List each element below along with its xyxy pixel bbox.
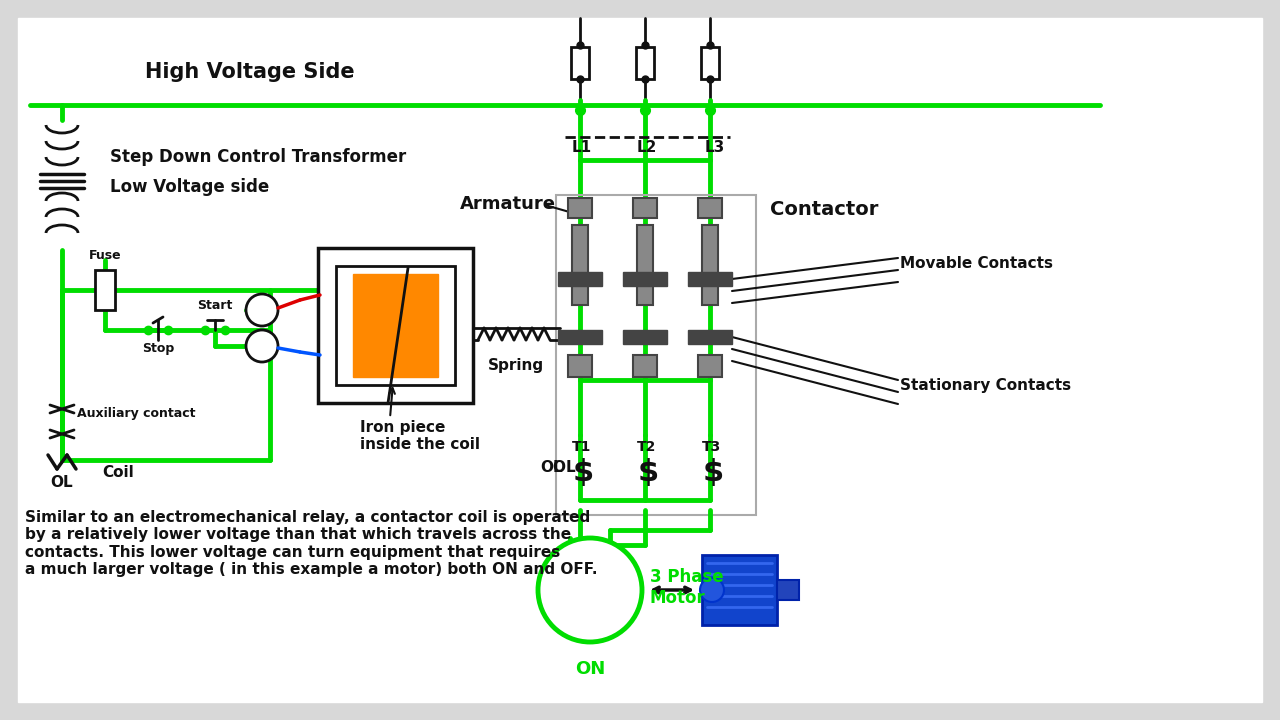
Circle shape bbox=[700, 578, 724, 602]
Bar bbox=[636, 47, 654, 79]
Text: High Voltage Side: High Voltage Side bbox=[145, 62, 355, 82]
Bar bbox=[571, 47, 589, 79]
Bar bbox=[698, 198, 722, 218]
Text: Spring: Spring bbox=[488, 358, 544, 373]
Text: Low Voltage side: Low Voltage side bbox=[110, 178, 269, 196]
Text: Coil: Coil bbox=[102, 465, 133, 480]
Bar bbox=[623, 272, 667, 286]
Text: 3 Phase
Motor: 3 Phase Motor bbox=[650, 568, 723, 607]
Bar bbox=[701, 225, 718, 305]
Circle shape bbox=[538, 538, 643, 642]
Text: Auxiliary contact: Auxiliary contact bbox=[77, 407, 196, 420]
Bar bbox=[558, 272, 602, 286]
Text: T3: T3 bbox=[701, 440, 721, 454]
Text: OL: OL bbox=[540, 460, 563, 475]
Bar bbox=[353, 274, 438, 377]
Bar bbox=[568, 355, 591, 377]
Text: Stop: Stop bbox=[142, 342, 174, 355]
Bar bbox=[701, 555, 777, 625]
Bar bbox=[572, 225, 588, 305]
Text: Stationary Contacts: Stationary Contacts bbox=[900, 377, 1071, 392]
Text: Step Down Control Transformer: Step Down Control Transformer bbox=[110, 148, 406, 166]
Text: $: $ bbox=[703, 458, 724, 487]
Bar bbox=[568, 198, 591, 218]
Circle shape bbox=[246, 330, 278, 362]
Bar bbox=[335, 266, 454, 385]
Circle shape bbox=[246, 294, 278, 326]
Text: OL: OL bbox=[553, 460, 581, 475]
Text: OL: OL bbox=[51, 475, 73, 490]
Text: L3: L3 bbox=[705, 140, 726, 155]
Bar bbox=[623, 330, 667, 344]
Text: L2: L2 bbox=[637, 140, 658, 155]
Text: Start: Start bbox=[197, 299, 233, 312]
Bar bbox=[558, 330, 602, 344]
Text: Armature: Armature bbox=[460, 195, 556, 213]
Text: Iron piece
inside the coil: Iron piece inside the coil bbox=[360, 420, 480, 452]
Bar bbox=[637, 225, 653, 305]
Bar bbox=[556, 195, 756, 515]
Bar bbox=[317, 248, 474, 403]
Text: Similar to an electromechanical relay, a contactor coil is operated
by a relativ: Similar to an electromechanical relay, a… bbox=[26, 510, 598, 577]
Bar bbox=[634, 198, 657, 218]
Text: Fuse: Fuse bbox=[88, 249, 122, 262]
Text: Movable Contacts: Movable Contacts bbox=[900, 256, 1053, 271]
Text: T2: T2 bbox=[637, 440, 657, 454]
Bar bbox=[701, 47, 719, 79]
Bar bbox=[689, 330, 732, 344]
Bar bbox=[634, 355, 657, 377]
Bar bbox=[689, 272, 732, 286]
Text: T1: T1 bbox=[572, 440, 591, 454]
Text: L1: L1 bbox=[572, 140, 593, 155]
Text: $: $ bbox=[637, 458, 659, 487]
Text: $: $ bbox=[573, 458, 594, 487]
Text: Contactor: Contactor bbox=[771, 200, 878, 219]
Bar bbox=[698, 355, 722, 377]
Bar bbox=[95, 270, 115, 310]
Bar bbox=[777, 580, 799, 600]
Text: ON: ON bbox=[575, 660, 605, 678]
